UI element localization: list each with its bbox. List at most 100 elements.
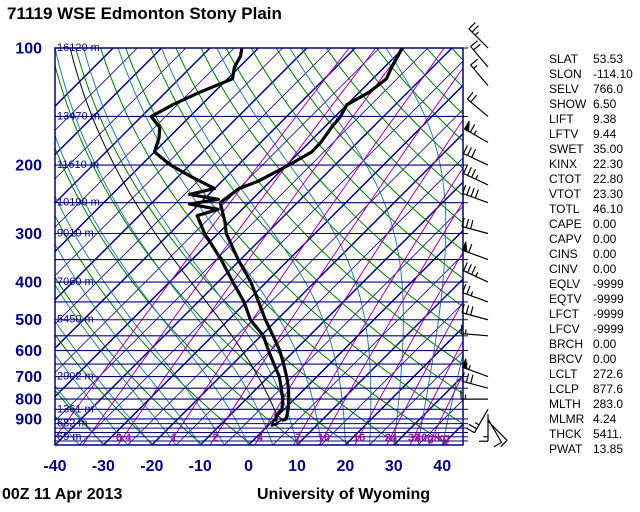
wind-barb (466, 409, 489, 434)
mixing-ratio-label: 0.4 (116, 432, 132, 444)
stat-value: 766.0 (593, 82, 624, 96)
isotherm-line (320, 302, 463, 445)
stat-label: LFTV (549, 127, 579, 141)
stat-label: VTOT (549, 187, 581, 201)
barb-full (467, 166, 472, 176)
stat-row-lift: LIFT 9.38 (549, 112, 633, 127)
stat-row-cinv: CINV 0.00 (549, 262, 633, 277)
barb-full (470, 374, 474, 384)
isotherm-line (55, 48, 308, 301)
moist-adiabat-line (55, 353, 128, 445)
page-title: 71119 WSE Edmonton Stony Plain (7, 4, 282, 23)
stat-value: 46.10 (593, 202, 624, 216)
moist-adiabat-line (161, 48, 346, 445)
dry-adiabat-line (250, 48, 463, 280)
barb-full (470, 58, 478, 66)
pressure-tick-label: 900 (15, 411, 42, 428)
mixing-ratio-label: 2 (212, 432, 218, 444)
barb-full (466, 186, 471, 196)
wind-barb (462, 145, 489, 166)
stat-value: 35.00 (593, 142, 624, 156)
dry-adiabat-line (55, 333, 154, 445)
stat-label: BRCH (549, 337, 584, 351)
stat-value: 0.00 (593, 217, 617, 231)
stat-label: LCLT (549, 367, 578, 381)
barb-full (466, 285, 471, 295)
wind-barb (461, 372, 489, 389)
mixing-ratio-line (293, 166, 463, 445)
barb-full (466, 91, 474, 100)
wind-barb (461, 217, 489, 235)
isotherm-line (199, 181, 463, 445)
height-label: 10190 m (57, 197, 100, 209)
barb-full (471, 149, 477, 158)
wind-barb (461, 303, 489, 321)
background-grid (0, 48, 463, 445)
barb-full (461, 303, 465, 313)
stat-label: SLAT (549, 52, 579, 66)
stat-row-thck: THCK 5411. (549, 427, 633, 442)
height-label: 16120 m (57, 42, 100, 54)
stat-label: SELV (549, 82, 579, 96)
pressure-tick-label: 400 (15, 275, 42, 292)
dry-adiabat-line (175, 48, 463, 365)
mixing-ratio-line (386, 300, 463, 445)
temp-tick-label: -40 (43, 458, 66, 475)
wind-barb (461, 358, 489, 378)
moist-adiabat-line (55, 134, 250, 445)
wind-barb (463, 120, 489, 144)
dry-adiabat-line (150, 48, 463, 395)
wind-barb (468, 22, 489, 49)
barb-full (473, 43, 481, 51)
barb-full (471, 266, 477, 275)
barb-full (467, 147, 472, 156)
temp-tick-label: 20 (337, 458, 355, 475)
wind-barb (466, 91, 489, 117)
barb-full (462, 165, 468, 174)
stat-row-capv: CAPV 0.00 (549, 232, 633, 247)
isobars (55, 48, 463, 442)
dry-adiabat-line (300, 48, 463, 224)
mixing-ratio-label: 32 (408, 432, 420, 444)
height-label: 69 m (57, 431, 81, 443)
stat-value: 0.00 (593, 262, 617, 276)
isotherms (55, 48, 463, 445)
height-label: 9010 m (57, 227, 94, 239)
dewpoint-trace (149, 48, 285, 422)
stat-label: CTOT (549, 172, 582, 186)
mixing-ratio-line (55, 48, 350, 439)
barb-full (471, 25, 479, 33)
mixing-ratio-line (354, 251, 463, 445)
wind-barb (487, 420, 508, 448)
barb-full (470, 306, 474, 316)
isotherm-line (55, 48, 356, 350)
stat-value: 22.80 (593, 172, 624, 186)
temp-tick-label: 10 (288, 458, 306, 475)
stat-row-brch: BRCH 0.00 (549, 337, 633, 352)
isotherm-line (55, 48, 187, 180)
mixing-ratio-line (168, 48, 445, 445)
temp-tick-label: 0 (244, 458, 253, 475)
stat-value: 0.00 (593, 247, 617, 261)
stat-row-lfcv: LFCV -9999 (549, 322, 633, 337)
barb-full (465, 373, 470, 383)
stat-value: 272.6 (593, 367, 624, 381)
stat-label: KINX (549, 157, 578, 171)
height-label: 1361 m (57, 403, 94, 415)
moist-adiabat-line (0, 48, 7, 445)
barb-pennant (461, 358, 468, 370)
mixing-ratio-line (117, 48, 405, 445)
dry-adiabat-line (55, 276, 203, 445)
stat-row-kinx: KINX 22.30 (549, 157, 633, 172)
barb-staff (487, 420, 508, 441)
moist-adiabat-line (55, 194, 225, 445)
stat-row-lclp: LCLP 877.6 (549, 382, 633, 397)
stat-value: 0.00 (593, 337, 617, 351)
stat-row-lclt: LCLT 272.6 (549, 367, 633, 382)
temp-tick-label: 40 (433, 458, 451, 475)
stat-label: SHOW (549, 97, 587, 111)
stat-label: EQLV (549, 277, 581, 291)
stat-row-mlth: MLTH 283.0 (549, 397, 633, 412)
height-label: 5450 m (57, 314, 94, 326)
